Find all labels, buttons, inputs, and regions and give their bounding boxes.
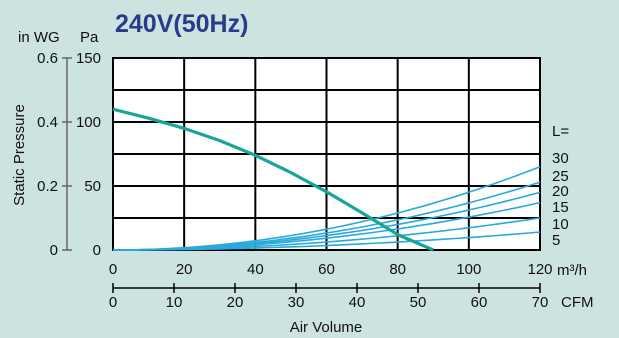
in-wg-unit-label: in WG — [18, 29, 60, 46]
cfm-tick-label: 30 — [288, 294, 305, 311]
x-tick-label: 80 — [389, 261, 406, 278]
cfm-tick-label: 0 — [109, 294, 117, 311]
cfm-tick-label: 60 — [471, 294, 488, 311]
x-tick-label: 0 — [109, 261, 117, 278]
cfm-tick-label: 40 — [349, 294, 366, 311]
system-curve — [113, 231, 541, 251]
pa-tick-label: 0 — [93, 242, 101, 259]
x-tick-label: 100 — [456, 261, 481, 278]
pa-tick-label: 50 — [84, 178, 101, 195]
pa-tick-label: 100 — [76, 114, 101, 131]
cfm-tick-label: 70 — [532, 294, 549, 311]
cfm-tick-label: 50 — [410, 294, 427, 311]
plot-grid — [112, 57, 541, 251]
pa-unit-label: Pa — [80, 29, 99, 46]
in-wg-tick-label: 0.6 — [37, 50, 58, 67]
x-tick-label: 60 — [318, 261, 335, 278]
x-axis-title: Air Volume — [290, 319, 363, 336]
legend-header: L= — [552, 123, 569, 140]
in-wg-tick-label: 0.2 — [37, 178, 58, 195]
x-unit-m3h: m³/h — [557, 262, 587, 279]
system-curve-label: 25 — [552, 168, 569, 185]
cfm-tick-label: 10 — [166, 294, 183, 311]
system-curve-label: 5 — [552, 232, 560, 249]
system-curve-label: 30 — [552, 150, 569, 167]
x-tick-label: 20 — [176, 261, 193, 278]
cfm-tick-label: 20 — [227, 294, 244, 311]
x-tick-label: 40 — [247, 261, 264, 278]
chart-title: 240V(50Hz) — [115, 10, 248, 38]
axes — [62, 57, 541, 293]
fan-curve — [112, 107, 434, 252]
system-curve-label: 20 — [552, 183, 569, 200]
x-tick-label: 120 — [527, 261, 552, 278]
y-axis-title: Static Pressure — [11, 104, 28, 206]
system-curves — [112, 166, 541, 251]
in-wg-tick-label: 0.4 — [37, 114, 58, 131]
fan-curve-group — [112, 107, 434, 252]
system-curve-label: 10 — [552, 216, 569, 233]
system-curve-label: 15 — [552, 199, 569, 216]
in-wg-tick-label: 0 — [50, 242, 58, 259]
pa-tick-label: 150 — [76, 50, 101, 67]
x-unit-cfm: CFM — [561, 294, 594, 311]
